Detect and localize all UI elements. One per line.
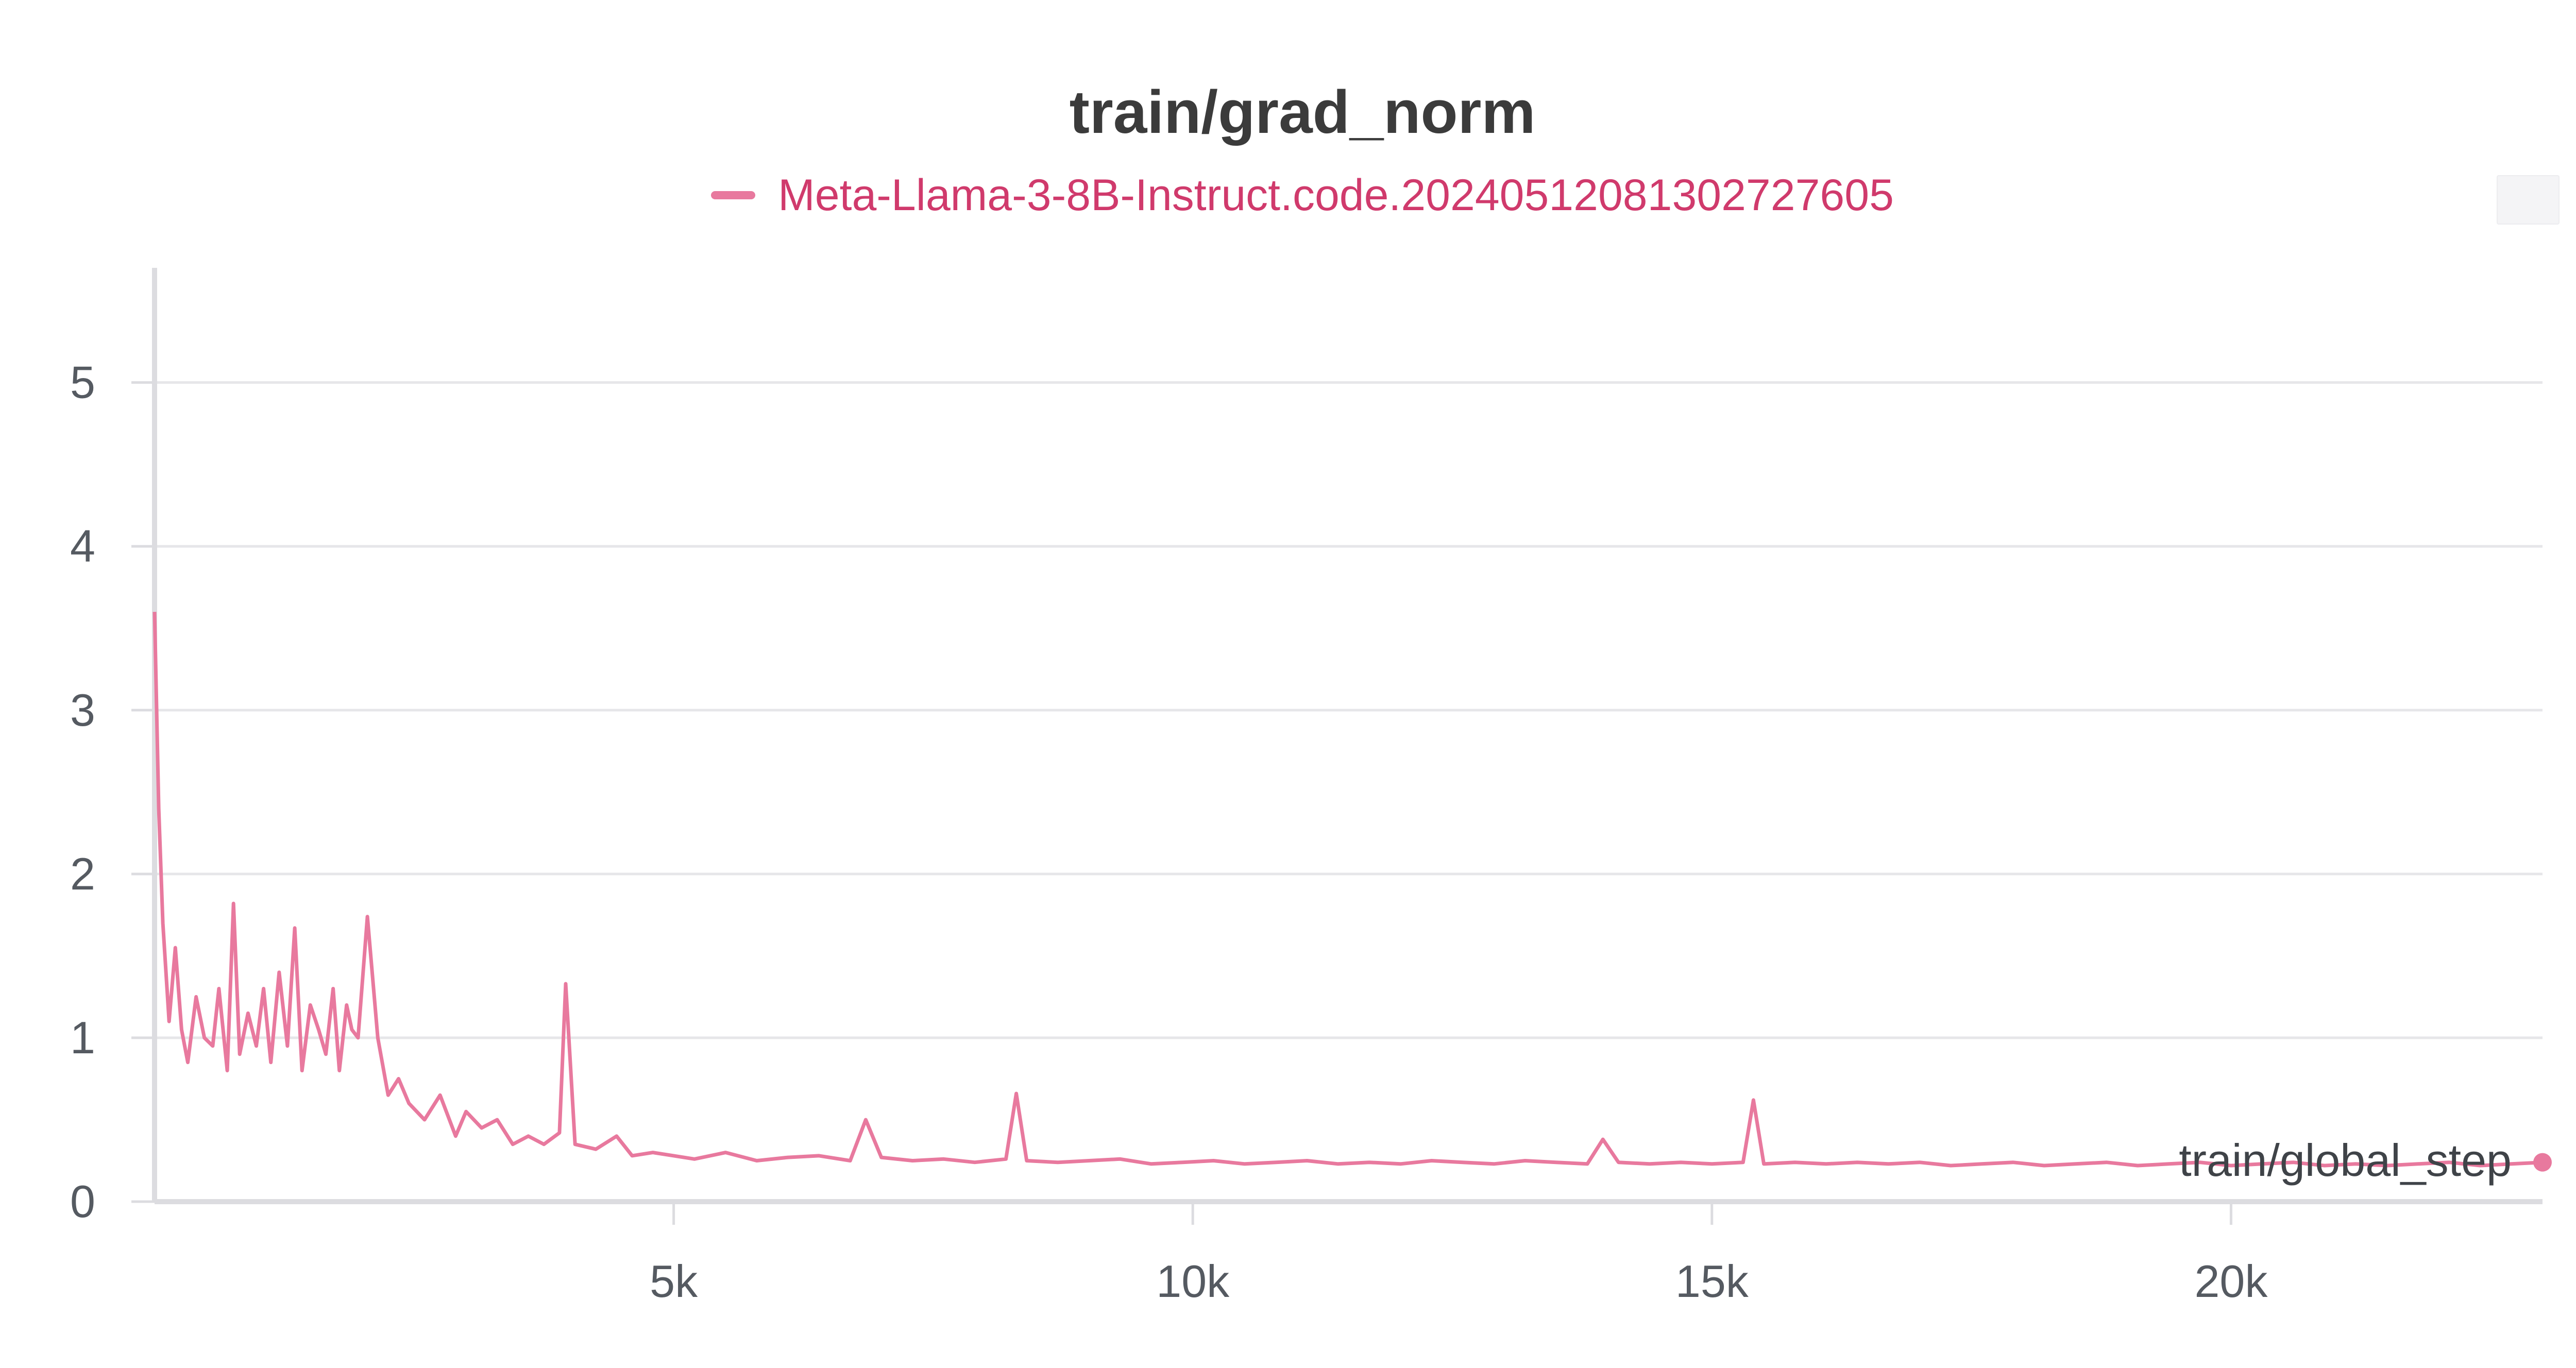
y-tick-label: 4 (70, 521, 95, 572)
y-tick-label: 0 (70, 1176, 95, 1227)
series-end-point (2533, 1153, 2552, 1172)
legend-series-name: Meta-Llama-3-8B-Instruct.code.2024051208… (778, 170, 1894, 220)
x-tick-label: 5k (650, 1256, 698, 1307)
chart-title: train/grad_norm (1069, 78, 1536, 146)
y-axis-ticks: 0 1 2 3 4 5 (70, 357, 155, 1227)
x-tick-label: 20k (2194, 1256, 2268, 1307)
legend[interactable]: Meta-Llama-3-8B-Instruct.code.2024051208… (0, 170, 2576, 221)
y-tick-label: 2 (70, 848, 95, 899)
legend-toggle-button[interactable] (2497, 175, 2560, 225)
x-tick-label: 10k (1156, 1256, 1230, 1307)
y-tick-label: 1 (70, 1012, 95, 1063)
gridlines (155, 381, 2543, 1039)
y-tick-label: 5 (70, 357, 95, 408)
y-tick-label: 3 (70, 685, 95, 736)
x-tick-label: 15k (1675, 1256, 1749, 1307)
series-line (152, 611, 2543, 1168)
legend-swatch (711, 191, 756, 200)
axes (152, 268, 2543, 1204)
series-group (152, 611, 2552, 1172)
x-axis-label: train/global_step (2179, 1135, 2512, 1186)
x-axis-ticks: 5k 10k 15k 20k (650, 1202, 2268, 1307)
